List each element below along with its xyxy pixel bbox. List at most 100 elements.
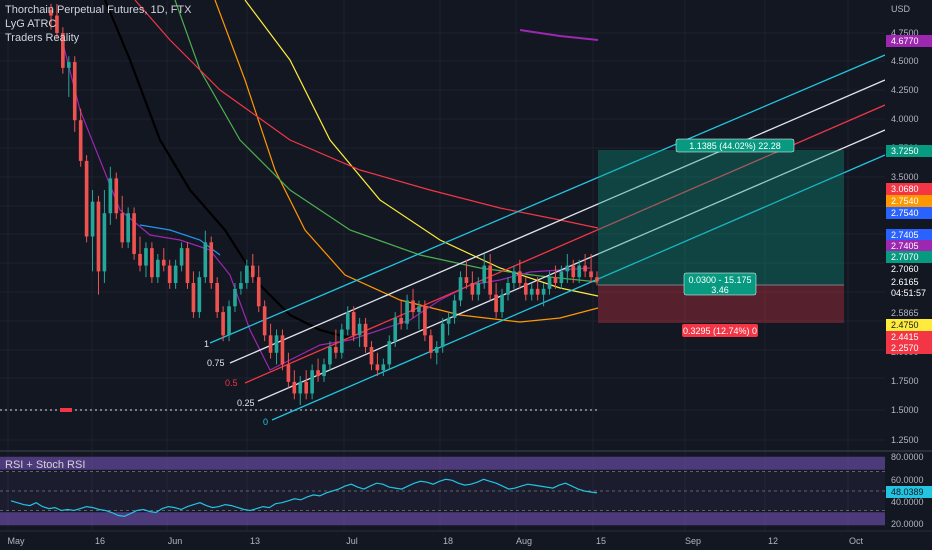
candle-body bbox=[345, 312, 350, 330]
candle-body bbox=[523, 283, 528, 295]
price-tick-label: 2.5865 bbox=[891, 308, 919, 318]
candle-body bbox=[328, 346, 332, 365]
price-tick-label: 4.2500 bbox=[891, 85, 919, 95]
candle-body bbox=[357, 323, 362, 336]
rsi-tick-label: 80.0000 bbox=[891, 452, 924, 462]
rsi-tick-label: 40.0000 bbox=[891, 497, 924, 507]
target-label-text: 1.1385 (44.02%) 22.28 bbox=[689, 141, 781, 151]
candle-body bbox=[227, 306, 231, 336]
candle-body bbox=[387, 341, 392, 365]
candle-body bbox=[452, 300, 457, 318]
candle-body bbox=[316, 370, 320, 377]
price-tag bbox=[886, 207, 932, 219]
candle-body bbox=[369, 346, 374, 365]
rsi-pane: 80.0000 60.0000 40.0000 20.0000 48.0389 bbox=[0, 450, 932, 529]
rsi-line bbox=[10, 478, 598, 518]
candle-body bbox=[512, 271, 516, 284]
price-tag-text: 2.7405 bbox=[891, 241, 919, 251]
channel-level-label: 0.75 bbox=[207, 358, 225, 368]
price-tag-text: 2.7060 bbox=[891, 264, 919, 274]
indicator-label-traders-reality[interactable]: Traders Reality bbox=[5, 32, 80, 44]
candle-body bbox=[203, 242, 208, 278]
candle-body bbox=[268, 335, 273, 353]
moving-average-line bbox=[519, 29, 599, 41]
channel-line bbox=[257, 129, 886, 402]
candle-body bbox=[120, 213, 125, 243]
price-tag bbox=[886, 35, 932, 47]
rsi-value-text: 48.0389 bbox=[891, 487, 924, 497]
price-tick-label: 3.5000 bbox=[891, 172, 919, 182]
price-axis[interactable]: USD4.75004.50004.25004.00003.75003.50003… bbox=[885, 0, 932, 450]
candle-body bbox=[274, 335, 279, 353]
candle-body bbox=[553, 277, 558, 284]
candlestick-series bbox=[49, 3, 599, 406]
candle-body bbox=[565, 265, 570, 272]
candle-body bbox=[250, 265, 255, 278]
time-tick-label: Jun bbox=[168, 536, 183, 546]
candle-body bbox=[559, 271, 564, 284]
candle-body bbox=[494, 294, 498, 313]
candle-body bbox=[191, 283, 196, 313]
candle-body bbox=[423, 306, 427, 336]
candle-body bbox=[322, 364, 326, 377]
price-tag-text: 2.4415 bbox=[891, 332, 919, 342]
price-tag bbox=[886, 287, 932, 299]
rsi-oversold-band bbox=[0, 512, 885, 526]
moving-average-line bbox=[103, 0, 351, 340]
candle-body bbox=[150, 248, 154, 278]
rsi-indicator-title[interactable]: RSI + Stoch RSI bbox=[5, 459, 86, 471]
price-tick-label: 1.2500 bbox=[891, 435, 919, 445]
candle-body bbox=[132, 213, 136, 254]
indicator-label-lyg-atrc[interactable]: LyG ATRC bbox=[5, 18, 57, 30]
price-tag bbox=[886, 342, 932, 354]
price-tag-text: 3.7250 bbox=[891, 146, 919, 156]
candle-body bbox=[458, 277, 463, 301]
chart-symbol-title[interactable]: Thorchain Perpetual Futures, 1D, FTX bbox=[5, 4, 192, 16]
price-tag-text: 2.4750 bbox=[891, 320, 919, 330]
time-axis[interactable]: May 16 Jun 13 Jul 18 Aug 15 Sep 12 Oct bbox=[0, 530, 932, 550]
price-tag bbox=[886, 183, 932, 195]
candle-body bbox=[114, 178, 119, 214]
candle-body bbox=[470, 283, 475, 295]
time-tick-label: May bbox=[7, 536, 25, 546]
stop-label: 0.3295 (12.74%) 0 bbox=[682, 324, 758, 337]
time-tick-label: Oct bbox=[849, 536, 864, 546]
candle-body bbox=[446, 317, 451, 324]
candle-body bbox=[411, 300, 415, 313]
time-tick-label: 13 bbox=[250, 536, 260, 546]
price-tag-text: 2.7405 bbox=[891, 230, 919, 240]
price-tag-text: 04:51:57 bbox=[891, 288, 926, 298]
candle-body bbox=[518, 271, 522, 284]
time-tick-label: 16 bbox=[95, 536, 105, 546]
candle-body bbox=[173, 265, 178, 284]
candle-body bbox=[589, 271, 593, 278]
candle-body bbox=[126, 213, 130, 243]
rsi-tick-label: 60.0000 bbox=[891, 475, 924, 485]
candle-body bbox=[49, 9, 53, 16]
candle-body bbox=[138, 253, 142, 266]
candle-body bbox=[506, 283, 510, 295]
price-tick-label: 4.7500 bbox=[891, 28, 919, 38]
candle-body bbox=[583, 265, 587, 272]
candle-body bbox=[405, 300, 409, 324]
candle-body bbox=[256, 277, 261, 307]
candle-body bbox=[577, 265, 582, 278]
price-tag bbox=[886, 145, 932, 157]
candle-body bbox=[55, 15, 59, 33]
long-position-tool[interactable]: 1.1385 (44.02%) 22.28 0.0300 - 15.1753.46… bbox=[598, 138, 844, 337]
channel-level-label: 0 bbox=[263, 417, 268, 427]
rsi-overbought-band bbox=[0, 456, 885, 470]
candle-body bbox=[209, 242, 214, 284]
candle-body bbox=[334, 346, 338, 353]
candle-body bbox=[417, 306, 421, 313]
candle-body bbox=[482, 265, 487, 284]
candle-body bbox=[547, 277, 552, 289]
candle-body bbox=[310, 370, 314, 394]
candle-body bbox=[233, 288, 237, 307]
candle-body bbox=[245, 265, 249, 284]
candle-body bbox=[78, 120, 83, 161]
channel-level-label: 0.25 bbox=[237, 398, 255, 408]
candle-body bbox=[185, 248, 190, 284]
candle-body bbox=[179, 248, 184, 266]
